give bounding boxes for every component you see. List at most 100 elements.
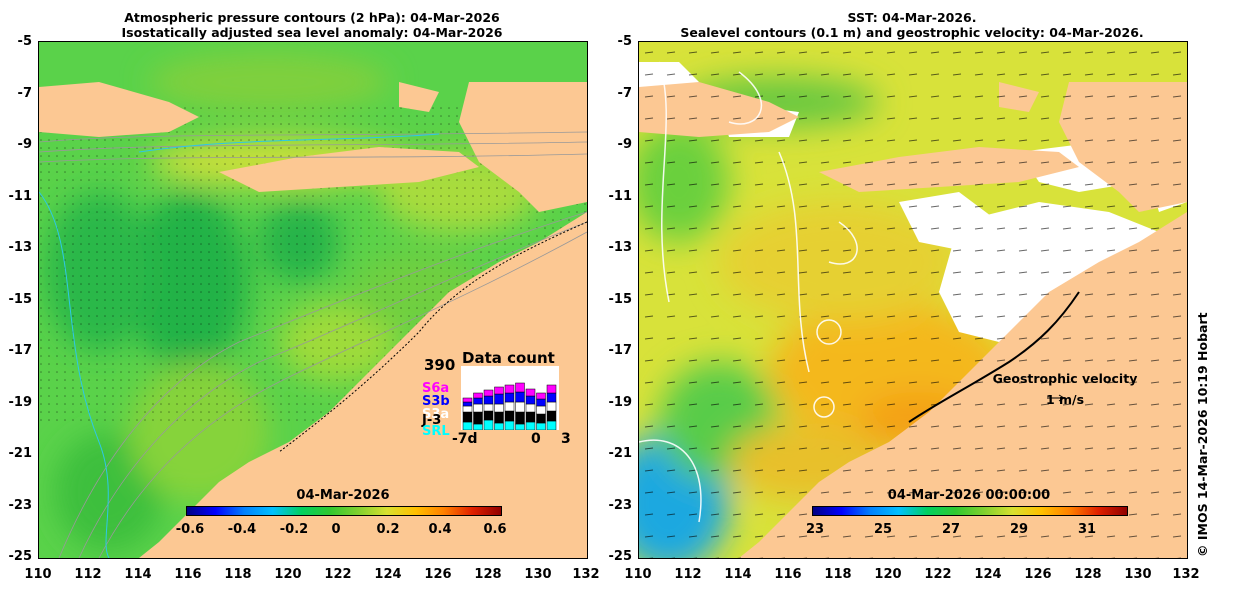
left-ytick: -21 <box>8 446 33 461</box>
geostrophic-velocity-label: Geostrophic velocity <box>992 371 1138 386</box>
right-cbar-tick: 27 <box>941 522 961 537</box>
right-ytick: -11 <box>608 189 633 204</box>
left-cbar-tick: 0.6 <box>483 522 507 537</box>
data-count-chart <box>461 366 559 431</box>
right-ytick: -7 <box>617 86 632 101</box>
left-cbar-tick: 0.4 <box>428 522 452 537</box>
data-count-bar-segment <box>536 405 546 415</box>
left-xtick: 120 <box>274 567 302 582</box>
data-count-bar-segment <box>525 395 536 405</box>
data-count-xtick-start: -7d <box>452 431 478 447</box>
data-count-bar-segment <box>473 392 483 399</box>
data-count-bar-segment <box>494 393 504 405</box>
data-count-bar-segment <box>546 401 557 412</box>
sat-label-srl: SRL <box>422 424 450 439</box>
data-count-bar-segment <box>525 421 536 431</box>
right-title-line2: Sealevel contours (0.1 m) and geostrophi… <box>680 25 1144 40</box>
right-xtick: 122 <box>924 567 952 582</box>
data-count-bar-segment <box>504 401 515 412</box>
right-xtick: 114 <box>724 567 752 582</box>
left-xtick: 110 <box>24 567 52 582</box>
left-cbar-tick: -0.6 <box>175 522 205 537</box>
data-count-bar-segment <box>462 421 473 431</box>
data-count-bar-segment <box>504 420 515 431</box>
data-count-bar-segment <box>546 420 557 431</box>
left-ytick: -15 <box>8 292 33 307</box>
right-ytick: -19 <box>608 395 633 410</box>
right-xtick: 110 <box>624 567 652 582</box>
data-count-bar-segment <box>483 419 494 431</box>
left-colorbar <box>186 506 502 516</box>
data-count-bar-segment <box>462 411 473 423</box>
data-count-bar-segment <box>473 411 483 425</box>
right-ytick: -15 <box>608 292 633 307</box>
right-ytick: -9 <box>617 137 632 152</box>
velocity-scale-label: 1 m/s <box>1045 392 1085 407</box>
left-ytick: -25 <box>8 549 33 564</box>
sat-label-s6a: S6a <box>422 381 450 396</box>
right-ytick: -5 <box>617 34 632 49</box>
data-count-bar-segment <box>536 422 546 431</box>
left-cbar-tick: 0.2 <box>376 522 400 537</box>
data-count-bar-segment <box>525 388 536 397</box>
data-count-max: 390 <box>424 356 456 374</box>
data-count-xtick-end: 3 <box>561 431 571 447</box>
left-xtick: 128 <box>474 567 502 582</box>
right-ytick: -25 <box>608 549 633 564</box>
data-count-bar-segment <box>473 403 483 413</box>
data-count-bar-segment <box>483 410 494 421</box>
right-xtick: 116 <box>774 567 802 582</box>
data-count-bar-segment <box>504 384 515 394</box>
data-count-bar-segment <box>494 411 504 424</box>
right-colorbar-date: 04-Mar-2026 00:00:00 <box>887 488 1051 503</box>
data-count-bar-segment <box>515 411 525 425</box>
data-count-bar-segment <box>546 384 557 394</box>
left-cbar-tick: -0.2 <box>279 522 309 537</box>
data-count-bar-segment <box>494 422 504 431</box>
left-ytick: -13 <box>8 240 33 255</box>
data-count-bar-segment <box>504 410 515 422</box>
right-ytick: -13 <box>608 240 633 255</box>
right-map[interactable] <box>638 41 1188 559</box>
right-cbar-tick: 23 <box>805 522 825 537</box>
left-ytick: -23 <box>8 498 33 513</box>
data-count-bar-segment <box>536 413 546 424</box>
data-count-title: Data count <box>462 349 555 367</box>
data-count-bar-segment <box>546 392 557 403</box>
left-cbar-tick: 0 <box>331 522 341 537</box>
left-xtick: 114 <box>124 567 152 582</box>
left-ytick: -5 <box>17 34 32 49</box>
data-count-bar-segment <box>515 423 525 431</box>
right-xtick: 124 <box>974 567 1002 582</box>
left-title-line2: Isostatically adjusted sea level anomaly… <box>121 25 503 40</box>
data-count-bar-segment <box>515 401 525 413</box>
data-count-bar-segment <box>536 392 546 400</box>
right-ytick: -21 <box>608 446 633 461</box>
sat-label-s3b: S3b <box>422 394 450 409</box>
data-count-bar-segment <box>494 386 504 395</box>
right-ytick: -17 <box>608 343 633 358</box>
data-count-bar-segment <box>462 397 473 403</box>
data-count-bar-segment <box>515 382 525 393</box>
left-map[interactable] <box>38 41 588 559</box>
right-ytick: -23 <box>608 498 633 513</box>
left-xtick: 112 <box>74 567 102 582</box>
left-xtick: 124 <box>374 567 402 582</box>
left-xtick: 132 <box>572 567 600 582</box>
sat-label-s3a: S3a <box>422 407 450 422</box>
left-colorbar-date: 04-Mar-2026 <box>296 488 390 503</box>
right-title-line1: SST: 04-Mar-2026. <box>847 10 977 25</box>
data-count-bar-segment <box>473 423 483 431</box>
data-count-bar-segment <box>473 397 483 405</box>
data-count-bar-segment <box>483 389 494 397</box>
left-xtick: 122 <box>324 567 352 582</box>
left-xtick: 130 <box>524 567 552 582</box>
left-xtick: 116 <box>174 567 202 582</box>
left-title-line1: Atmospheric pressure contours (2 hPa): 0… <box>124 10 500 25</box>
data-count-bar-segment <box>462 401 473 407</box>
left-ytick: -17 <box>8 343 33 358</box>
data-count-bar-segment <box>536 398 546 407</box>
right-cbar-tick: 31 <box>1077 522 1097 537</box>
right-cbar-tick: 29 <box>1009 522 1029 537</box>
right-xtick: 128 <box>1074 567 1102 582</box>
